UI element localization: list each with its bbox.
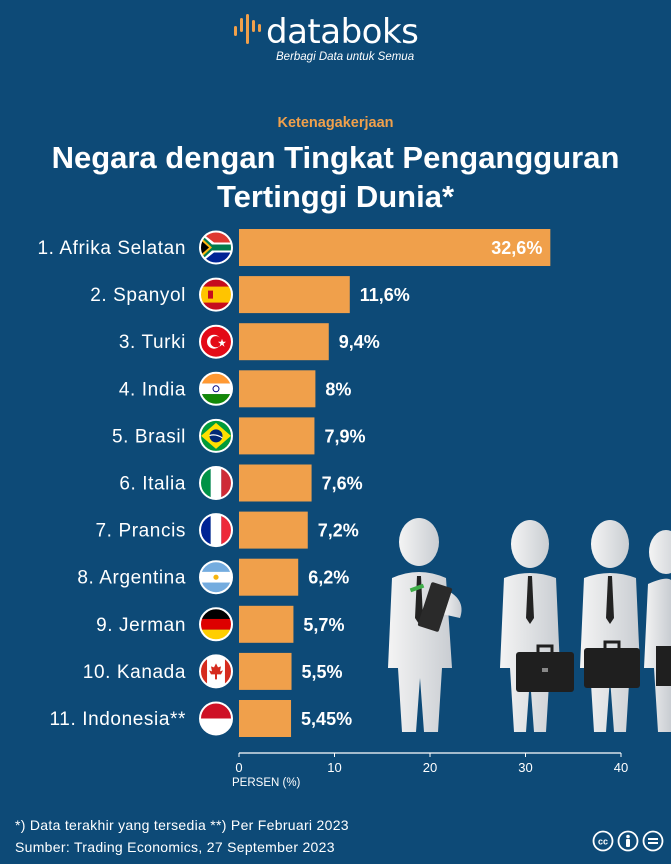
italy-flag-icon xyxy=(199,466,233,500)
category-label: 3. Turki xyxy=(119,332,186,353)
bar xyxy=(239,417,315,455)
x-tick-label: 20 xyxy=(423,760,437,775)
title-line-1: Negara dengan Tingkat Pengangguran xyxy=(51,140,620,175)
data-label: 5,5% xyxy=(302,662,343,682)
germany-flag-icon xyxy=(199,607,233,642)
category-label: 2. Spanyol xyxy=(90,285,186,306)
x-tick-label: 10 xyxy=(327,760,341,775)
category-label: 5. Brasil xyxy=(112,426,186,447)
turkey-flag-icon xyxy=(199,324,233,359)
title-line-2: Tertinggi Dunia* xyxy=(216,179,455,214)
indonesia-flag-icon xyxy=(199,701,233,736)
bar xyxy=(239,605,294,643)
bar xyxy=(239,229,551,266)
databoks-logo-icon xyxy=(234,14,261,44)
nd-icon xyxy=(642,830,664,852)
bar xyxy=(239,323,329,361)
x-tick-label: 0 xyxy=(235,760,242,775)
bar xyxy=(239,464,312,502)
x-axis-title: PERSEN (%) xyxy=(232,777,301,789)
source-line: Sumber: Trading Economics, 27 September … xyxy=(15,839,335,855)
bar xyxy=(239,558,299,596)
category-label: 4. India xyxy=(119,379,186,400)
brand-name: databoks xyxy=(266,12,419,52)
bar xyxy=(239,276,350,314)
spain-flag-icon xyxy=(199,277,233,312)
footnotes: *) Data terakhir yang tersedia **) Per F… xyxy=(15,814,349,858)
category-label: 11. Indonesia** xyxy=(50,709,186,730)
x-tick-label: 40 xyxy=(614,760,628,775)
footnote-line-1: *) Data terakhir yang tersedia **) Per F… xyxy=(15,817,349,833)
cc-icon: cc xyxy=(592,830,614,852)
south-africa-flag-icon xyxy=(199,230,233,265)
by-icon xyxy=(617,830,639,852)
argentina-flag-icon xyxy=(199,560,233,595)
india-flag-icon xyxy=(199,371,233,406)
data-label: 6,2% xyxy=(308,568,349,588)
data-label: 5,7% xyxy=(303,615,344,635)
category-label: 8. Argentina xyxy=(77,568,186,589)
canada-flag-icon xyxy=(199,654,233,689)
data-label: 7,2% xyxy=(318,521,359,541)
data-label: 9,4% xyxy=(339,332,380,352)
bar xyxy=(239,370,316,408)
data-label: 7,9% xyxy=(324,426,365,446)
businessmen-illustration-icon xyxy=(388,518,671,732)
france-flag-icon xyxy=(199,513,233,548)
x-tick-label: 30 xyxy=(518,760,532,775)
category-label: 6. Italia xyxy=(119,474,186,495)
license-badge: cc xyxy=(592,830,664,852)
bar xyxy=(239,700,292,737)
data-label: 5,45% xyxy=(301,709,352,729)
category-label: 9. Jerman xyxy=(96,615,186,636)
header: databoks Berbagi Data untuk Semua xyxy=(0,0,671,80)
data-label: 32,6% xyxy=(491,238,542,258)
page-title: Negara dengan Tingkat Pengangguran Terti… xyxy=(0,138,671,216)
category-label: 7. Prancis xyxy=(96,521,186,542)
data-label: 7,6% xyxy=(322,474,363,494)
category-label: Ketenagakerjaan xyxy=(277,115,394,131)
data-label: 11,6% xyxy=(360,285,410,305)
bar xyxy=(239,511,308,549)
data-label: 8% xyxy=(325,379,351,399)
brand-tagline: Berbagi Data untuk Semua xyxy=(276,51,415,63)
category-label: 1. Afrika Selatan xyxy=(37,238,186,259)
brazil-flag-icon xyxy=(199,418,233,453)
category-label: 10. Kanada xyxy=(83,662,186,683)
svg-text:cc: cc xyxy=(598,837,608,847)
bar xyxy=(239,652,292,690)
bar-chart: 1. Afrika Selatan 32,6% 2. Spanyol 11,6% 3. … xyxy=(37,229,628,789)
